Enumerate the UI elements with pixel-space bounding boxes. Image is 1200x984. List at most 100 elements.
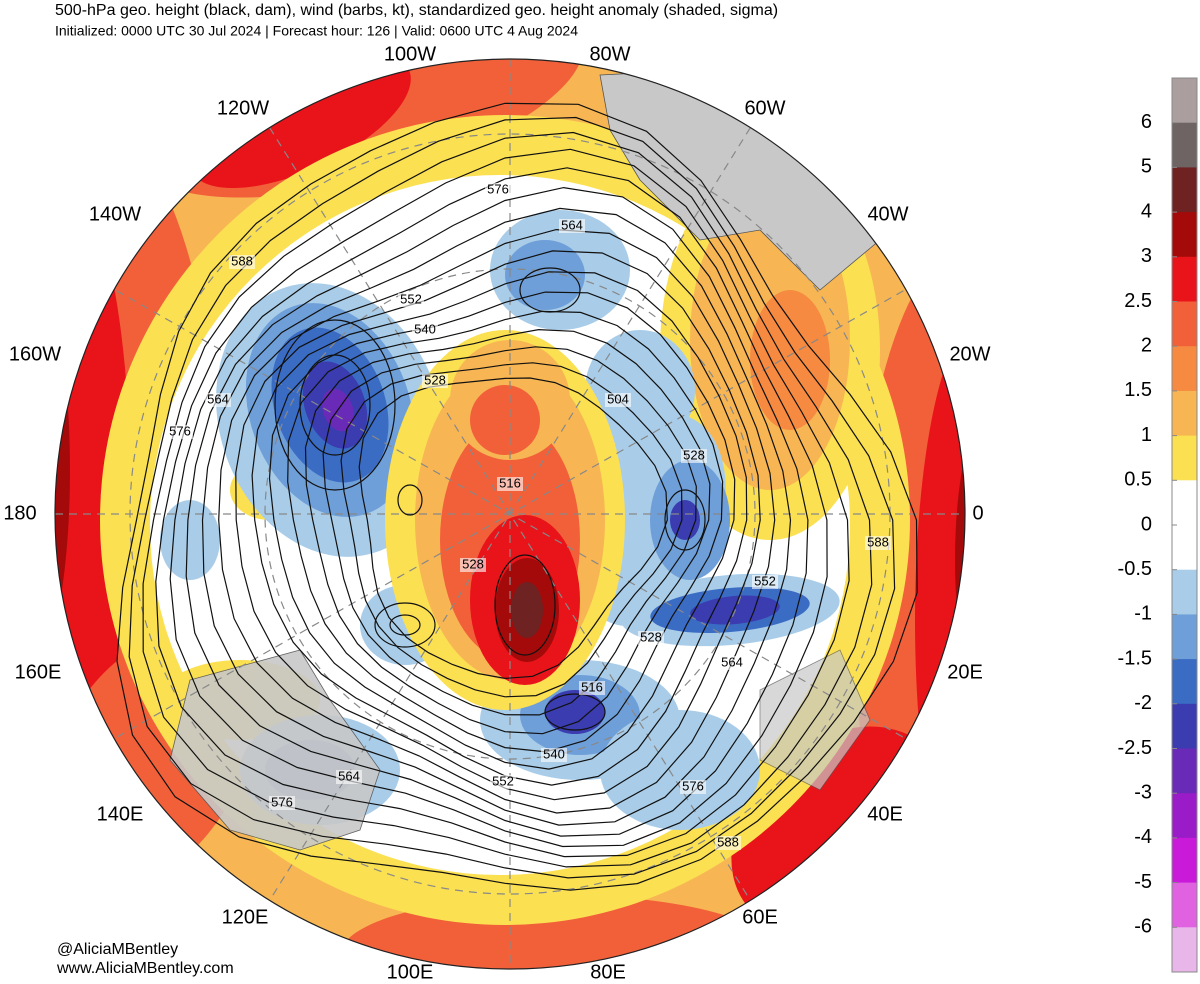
longitude-label: 120W: [217, 97, 269, 119]
contour-label-bg: [579, 681, 605, 695]
anomaly-area: [545, 690, 605, 734]
contour: [268, 291, 736, 770]
colorbar-segment: [1172, 659, 1197, 705]
contour: [322, 346, 697, 716]
title: 500-hPa geo. height (black, dam), wind (…: [55, 2, 778, 19]
longitude-label: 160E: [15, 661, 62, 683]
longitude-label: 140W: [89, 203, 141, 225]
longitude-label: 120E: [222, 906, 269, 928]
colorbar-segment: [1172, 435, 1197, 481]
colorbar-segment: [1172, 525, 1197, 571]
contour: [287, 310, 724, 753]
contour-label-bg: [680, 780, 706, 794]
contour-label-bg: [398, 293, 424, 307]
contour-label: 576: [487, 181, 509, 196]
contour: [358, 377, 668, 680]
contour-label: 564: [338, 768, 360, 783]
longitude-label: 100E: [387, 961, 434, 983]
contour: [544, 693, 606, 731]
contour-label-bg: [269, 796, 295, 810]
contour: [235, 250, 761, 801]
longitude-label: 20W: [949, 343, 990, 365]
anomaly-area: [160, 500, 220, 580]
contour-label-bg: [865, 536, 891, 550]
colorbar-label: 2: [1141, 334, 1152, 356]
contour: [169, 167, 828, 848]
contour: [155, 148, 850, 858]
colorbar-label: 4: [1141, 200, 1152, 222]
anomaly-area: [915, 320, 965, 920]
longitude-label: 40W: [867, 203, 908, 225]
contour: [201, 207, 792, 826]
contour-label-bg: [205, 393, 231, 407]
colorbar-segment: [1172, 927, 1197, 973]
contour-label: 576: [169, 423, 191, 438]
colorbar-segment: [1172, 167, 1197, 213]
contour: [304, 328, 711, 735]
contour-label: 588: [231, 253, 253, 268]
anomaly-area: [55, 260, 70, 680]
colorbar-segment: [1172, 256, 1197, 302]
colorbar-label: 2.5: [1124, 290, 1152, 312]
contour: [218, 228, 776, 814]
colorbar-segment: [1172, 748, 1197, 794]
contour-label: 552: [754, 573, 776, 588]
colorbar-segment: [1172, 837, 1197, 884]
colorbar-label: 6: [1141, 111, 1152, 133]
contour: [519, 267, 581, 313]
contour-label-bg: [422, 374, 448, 388]
land: [169, 69, 881, 851]
contour: [116, 102, 918, 891]
colorbar-label: -6: [1134, 916, 1152, 938]
height-contours: [116, 102, 918, 891]
contour: [185, 186, 809, 837]
colorbar-label: -5: [1134, 871, 1152, 893]
contour-label: 516: [581, 679, 603, 694]
contour: [128, 116, 896, 879]
contour-label: 552: [492, 773, 514, 788]
longitude-label: 40E: [867, 803, 903, 825]
colorbar-label: 5: [1141, 156, 1152, 178]
contour-label-bg: [229, 255, 255, 269]
colorbar-segment: [1172, 480, 1197, 526]
contour: [299, 354, 371, 456]
contour: [374, 602, 436, 648]
colorbar-label: -1.5: [1118, 647, 1152, 669]
contour-label: 588: [867, 534, 889, 549]
contour-label: 540: [543, 746, 565, 761]
longitude-label: 60E: [742, 906, 778, 928]
colorbar-segment: [1172, 301, 1197, 347]
colorbar-label: -0.5: [1118, 558, 1152, 580]
longitude-label: 0: [972, 502, 983, 524]
colorbar-segment: [1172, 212, 1197, 258]
colorbar-segment: [1172, 703, 1197, 749]
colorbar-label: 1: [1141, 424, 1152, 446]
contour-label-bg: [638, 631, 664, 645]
anomaly-area: [340, 895, 780, 969]
colorbar-segment: [1172, 78, 1197, 124]
longitude-label: 180: [3, 502, 36, 524]
contour-label: 528: [640, 629, 662, 644]
contour: [397, 484, 423, 516]
colorbar-label: -1: [1134, 603, 1152, 625]
longitude-label: 160W: [9, 343, 61, 365]
contour-label: 552: [400, 291, 422, 306]
anomaly-area: [470, 385, 540, 455]
contour: [142, 131, 873, 868]
contour-label: 528: [424, 372, 446, 387]
contour-label-bg: [752, 575, 778, 589]
contour-label: 564: [207, 391, 229, 406]
longitude-label: 60W: [744, 97, 785, 119]
contour: [389, 614, 421, 636]
colorbar-label: -4: [1134, 826, 1152, 848]
colorbar-label: 1.5: [1124, 379, 1152, 401]
anomaly-area: [511, 582, 543, 638]
contour: [251, 271, 748, 786]
colorbar-segment: [1172, 122, 1197, 168]
colorbar-label: 0.5: [1124, 469, 1152, 491]
colorbar-label: -3: [1134, 781, 1152, 803]
contour-label-bg: [460, 558, 486, 572]
anomaly-area: [750, 290, 830, 430]
longitude-label: 100W: [384, 43, 436, 65]
